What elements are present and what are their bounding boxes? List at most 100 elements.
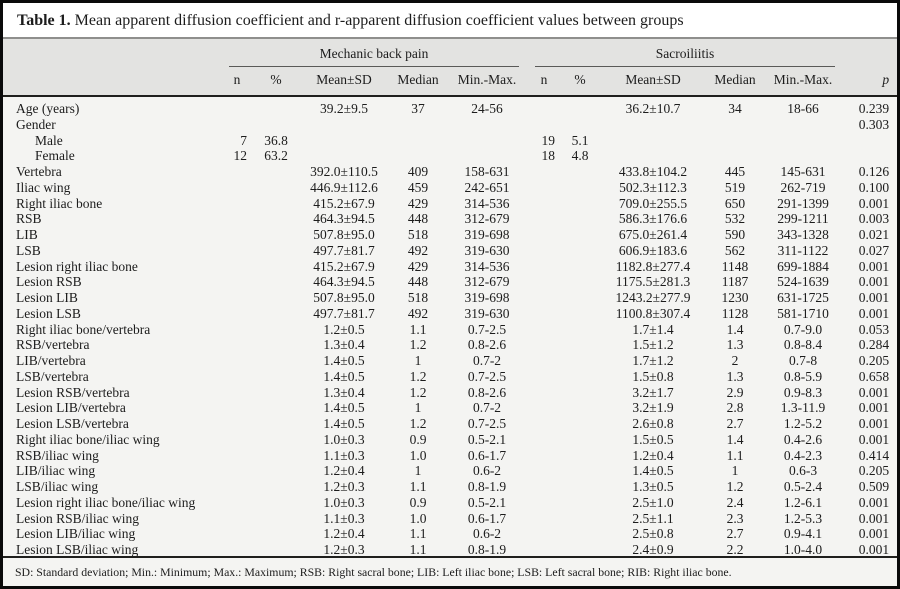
row-label: Lesion RSB/iliac wing (16, 510, 139, 526)
cell: 1.2-5.2 (783, 416, 823, 431)
cell: 2.3 (726, 510, 744, 526)
cell (561, 243, 599, 259)
row-label: Male (35, 132, 63, 148)
cell (253, 96, 299, 117)
table-row: LIB 507.8±95.0 518 319-698 675.0±261.4 590 343… (3, 227, 897, 243)
cell: 0.7-2.5 (467, 416, 507, 431)
cell (299, 133, 389, 149)
cell: 0.021 (858, 227, 890, 242)
label-column-header (3, 67, 221, 97)
table-row: Gender 0.303 (3, 117, 897, 133)
cell: 2.7 (726, 526, 744, 542)
cell: 1.1 (409, 479, 427, 494)
row-label: LIB/iliac wing (16, 463, 96, 479)
table-row: Lesion LSB 497.7±81.7 492 319-630 1100.8±307… (3, 306, 897, 322)
cell: 1.1 (409, 526, 427, 542)
table-row: LIB/iliac wing 1.2±0.4 1 0.6-2 1.4±0.5 1 0.6-3… (3, 463, 897, 479)
cell: 586.3±176.6 (618, 211, 688, 227)
cell (221, 227, 253, 243)
row-label: Iliac wing (16, 179, 71, 195)
cell: 1.1±0.3 (323, 447, 365, 463)
col-header-n: n (527, 67, 562, 97)
cell (527, 416, 561, 432)
cell (253, 227, 299, 243)
row-label: Right iliac bone (16, 195, 103, 211)
cell (561, 448, 599, 464)
cell: 0.9 (409, 431, 427, 447)
cell: 0.205 (858, 463, 890, 479)
cell: 1243.2±277.9 (615, 290, 691, 305)
cell (253, 259, 299, 275)
cell: 1148 (721, 258, 749, 274)
cell: 1.1 (409, 542, 427, 556)
table-number: Table 1. (17, 12, 71, 29)
cell: 0.001 (858, 400, 890, 416)
cell (527, 542, 561, 556)
cell: 0.239 (858, 101, 890, 116)
cell (561, 416, 599, 432)
cell: 312-679 (464, 211, 510, 227)
cell (561, 337, 599, 353)
cell: 1.3-11.9 (780, 400, 826, 416)
cell (561, 369, 599, 385)
cell: 0.5-2.4 (783, 479, 823, 494)
row-label: Lesion LSB/vertebra (16, 416, 129, 431)
cell: 492 (407, 305, 429, 321)
cell: 0.001 (858, 290, 890, 305)
cell: 0.001 (858, 384, 890, 400)
col-header-mean-sd: Mean±SD (299, 67, 389, 97)
cell: 0.6-3 (788, 463, 818, 479)
cell: 319-698 (464, 227, 510, 242)
table-row: Lesion RSB/iliac wing 1.1±0.3 1.0 0.6-1.7 2.… (3, 511, 897, 527)
cell: 1.4±0.5 (632, 463, 674, 479)
cell (253, 353, 299, 369)
cell: 429 (407, 258, 429, 274)
cell (253, 369, 299, 385)
table-row: Lesion LIB/vertebra 1.4±0.5 1 0.7-2 3.2±1.9 2… (3, 400, 897, 416)
cell (389, 117, 447, 133)
cell: 19 (541, 132, 556, 148)
cell (221, 196, 253, 212)
cell: 0.001 (858, 494, 890, 510)
cell (527, 306, 561, 322)
col-header-mean-sd: Mean±SD (599, 67, 708, 97)
cell: 518 (407, 227, 429, 242)
cell: 1182.8±277.4 (615, 258, 691, 274)
cell (561, 479, 599, 495)
table-row: Right iliac bone 415.2±67.9 429 314-536 709.… (3, 196, 897, 212)
cell: 39.2±9.5 (320, 101, 368, 116)
cell (561, 180, 599, 196)
cell (561, 385, 599, 401)
cell: 507.8±95.0 (313, 290, 375, 305)
cell: 1.2-5.3 (783, 510, 823, 526)
row-label: Lesion LIB (16, 290, 78, 305)
row-label: Lesion RSB/vertebra (16, 384, 130, 400)
cell (527, 322, 561, 338)
cell (221, 211, 253, 227)
row-label: Age (years) (16, 101, 80, 116)
cell (253, 448, 299, 464)
cell: 1.7±1.4 (632, 321, 674, 337)
cell (561, 463, 599, 479)
cell: 1.2-6.1 (783, 494, 823, 510)
cell: 0.205 (858, 353, 890, 368)
cell (253, 290, 299, 306)
cell (561, 259, 599, 275)
cell: 1.3 (726, 368, 744, 384)
cell (527, 96, 561, 117)
cell (527, 448, 561, 464)
cell: 319-630 (464, 305, 510, 321)
table-row: Male 7 36.8 19 5.1 (3, 133, 897, 149)
cell: 675.0±261.4 (618, 227, 688, 242)
cell: 0.8-5.9 (783, 368, 823, 384)
cell (253, 479, 299, 495)
cell: 319-698 (464, 290, 510, 305)
cell: 158-631 (464, 164, 510, 179)
cell (447, 117, 527, 133)
cell: 242-651 (464, 179, 510, 195)
cell (527, 353, 561, 369)
cell: 0.027 (858, 242, 890, 258)
cell (527, 117, 561, 133)
cell: 429 (407, 195, 429, 211)
cell (561, 542, 599, 556)
